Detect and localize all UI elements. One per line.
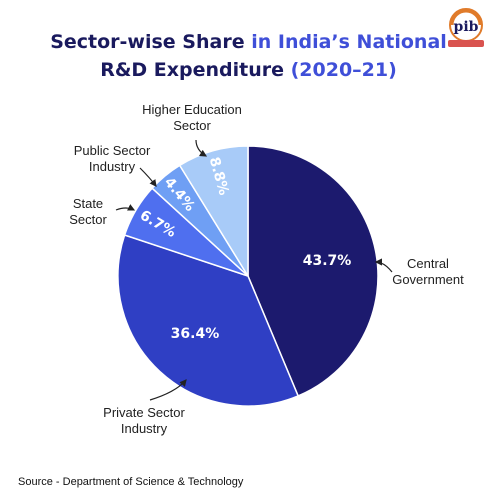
slice-private-sector-industry: [117, 234, 300, 407]
pie-slices: [117, 145, 379, 407]
title-year: (2020–21): [284, 59, 397, 81]
arrow-higher-education-sector: [195, 139, 208, 157]
title-line-2: R&D Expenditure (2020–21): [0, 56, 497, 84]
category-label-central-government: Central Government: [392, 256, 464, 287]
title-subject: R&D Expenditure: [100, 59, 284, 81]
category-label-state-sector: State Sector: [69, 196, 107, 227]
pct-label-central-government: 43.7%: [303, 253, 352, 269]
category-label-higher-education-sector: Higher Education Sector: [142, 102, 242, 133]
slice-central-government: [247, 145, 379, 397]
arrow-public-sector-industry: [139, 167, 157, 187]
title-highlight-dark: Sector-wise Share: [50, 31, 245, 53]
arrow-state-sector: [115, 204, 136, 211]
title-line-1: Sector-wise Share in India’s National: [0, 28, 497, 56]
category-label-line: Sector: [173, 118, 211, 133]
category-label-line: Public Sector: [74, 143, 151, 158]
category-label-line: Central: [407, 256, 449, 271]
category-label-line: Sector: [69, 212, 107, 227]
category-label-line: State: [73, 196, 103, 211]
chart-title: Sector-wise Share in India’s National R&…: [0, 28, 497, 84]
title-highlight-accent: India’s National: [277, 31, 447, 53]
title-connector: in: [244, 31, 278, 53]
arrow-central-government: [374, 258, 393, 273]
arrow-private-sector-industry: [149, 379, 187, 401]
category-label-line: Higher Education: [142, 102, 242, 117]
label-arrows: [115, 139, 393, 401]
slice-higher-education-sector: [178, 145, 249, 279]
category-label-line: Industry: [89, 159, 136, 174]
logo-text: pib: [454, 19, 479, 35]
pib-logo-icon: pib: [448, 8, 484, 47]
source-note: Source - Department of Science & Technol…: [18, 476, 244, 488]
category-label-line: Government: [392, 272, 464, 287]
category-label-public-sector-industry: Public Sector Industry: [74, 143, 151, 174]
category-label-private-sector-industry: Private Sector Industry: [103, 405, 185, 436]
category-label-line: Private Sector: [103, 405, 185, 420]
pct-label-private-sector-industry: 36.4%: [171, 326, 220, 342]
category-label-line: Industry: [121, 421, 168, 436]
